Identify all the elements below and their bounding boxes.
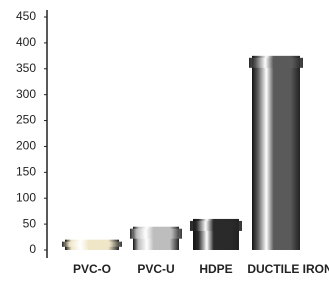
pipe-bell (249, 58, 303, 68)
y-tick-label: 350 (16, 61, 36, 75)
y-tick-label: 300 (16, 87, 36, 101)
x-tick-label: PVC-O (73, 262, 111, 276)
pipe-bell (130, 229, 182, 239)
y-tick-label: 150 (16, 165, 36, 179)
x-tick-label: PVC-U (137, 262, 174, 276)
y-tick-label: 400 (16, 35, 36, 49)
pipe-bell (62, 242, 122, 247)
y-tick-label: 200 (16, 139, 36, 153)
y-tick-label: 100 (16, 190, 36, 204)
y-tick-label: 0 (29, 242, 36, 256)
pipe-bell (190, 221, 242, 231)
y-tick-label: 250 (16, 113, 36, 127)
y-tick-label: 450 (16, 9, 36, 23)
x-tick-label: HDPE (199, 262, 232, 276)
y-tick-label: 50 (23, 216, 37, 230)
x-tick-label: DUCTILE IRON (247, 262, 329, 276)
chart: 0 50 100 150 200 250 300 350 400 450 PVC-O PVC-U HDP… (0, 0, 329, 281)
bar (252, 56, 300, 250)
page: 0 50 100 150 200 250 300 350 400 450 PVC-O PVC-U HDP… (0, 0, 329, 281)
